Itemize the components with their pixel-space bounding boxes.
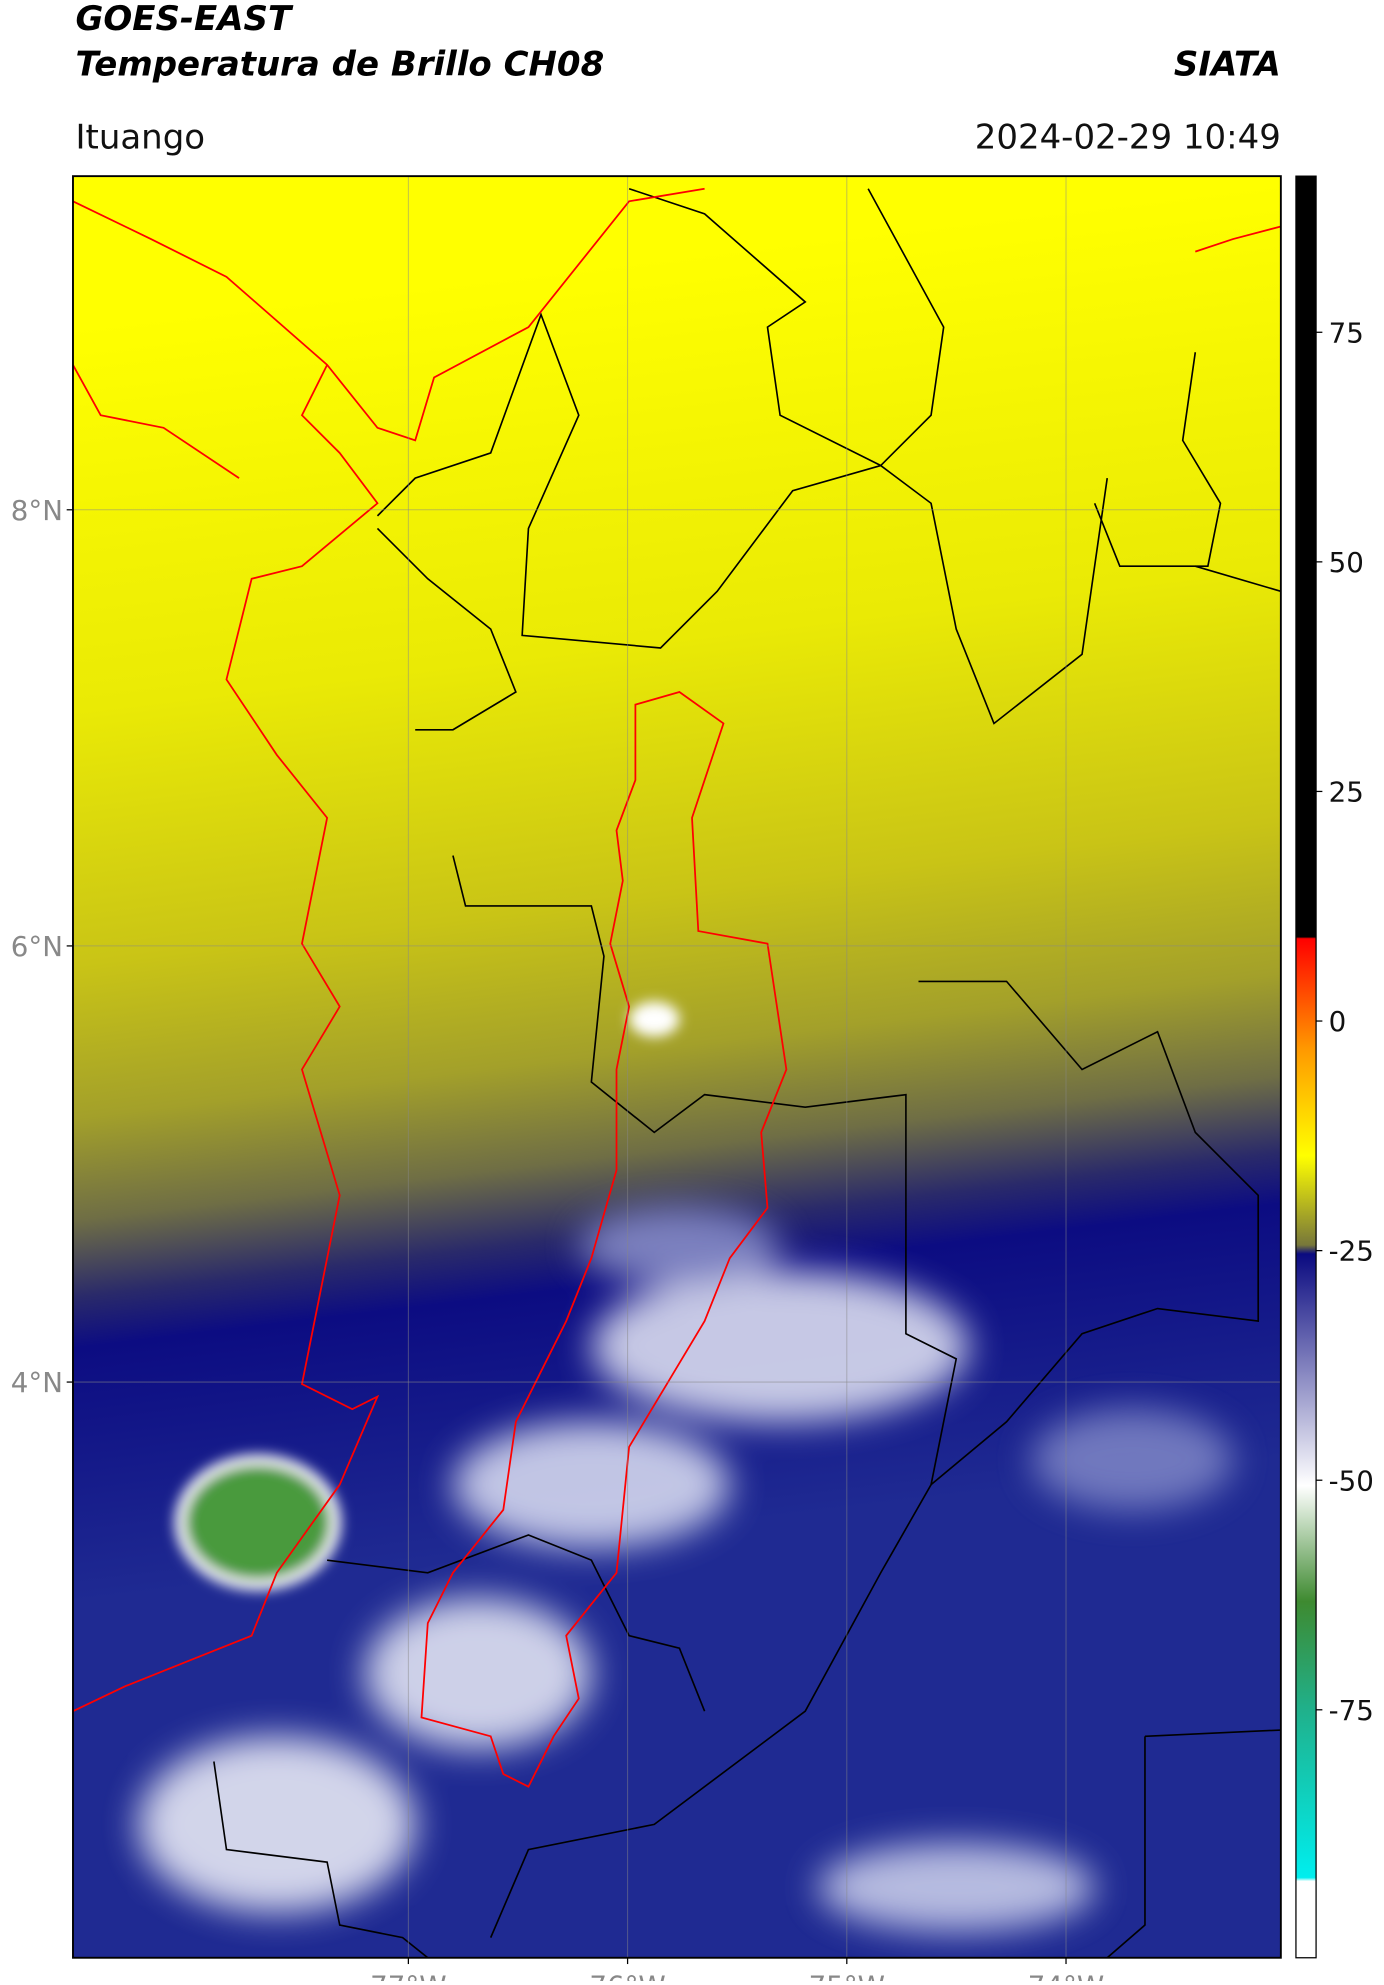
map-frame: [72, 175, 1282, 1959]
colorbar-tick-label: 50: [1329, 546, 1364, 579]
colorbar-tick-label: -75: [1329, 1694, 1374, 1727]
lon-tick-label: 77°W: [370, 1970, 446, 1981]
colorbar-tick-label: 25: [1329, 776, 1364, 809]
lat-tick-label: 4°N: [11, 1366, 63, 1399]
colorbar: [1295, 175, 1317, 1959]
scene: GOES-EAST Temperatura de Brillo CH08 SIA…: [11, 0, 1374, 1985]
cloud-cell: [629, 1001, 680, 1037]
map-image: [72, 176, 1281, 1958]
title: GOES-EAST: [75, 0, 293, 39]
map-background: [72, 176, 1281, 1958]
borders: [213, 187, 1281, 1958]
colorbar-tick-label: 75: [1329, 316, 1364, 349]
lat-tick-label: 8°N: [11, 494, 63, 527]
lon-tick-label: 75°W: [809, 1970, 885, 1981]
colorbar-tick-label: -25: [1329, 1235, 1374, 1268]
location: Ituango: [75, 117, 205, 157]
lon-tick-label: 76°W: [589, 1970, 665, 1981]
cold-core: [174, 1454, 341, 1591]
lon-tick-label: 74°W: [1028, 1970, 1104, 1981]
graticule: [72, 176, 1281, 1958]
red-outlines: [72, 187, 1281, 1788]
brand: SIATA: [1174, 44, 1281, 84]
lat-tick-label: 6°N: [11, 930, 63, 963]
colorbar-tick-label: -50: [1329, 1464, 1374, 1497]
colorbar-tick-label: 0: [1329, 1005, 1347, 1038]
datetime: 2024-02-29 10:49: [975, 117, 1281, 157]
subtitle: Temperatura de Brillo CH08: [75, 44, 604, 84]
